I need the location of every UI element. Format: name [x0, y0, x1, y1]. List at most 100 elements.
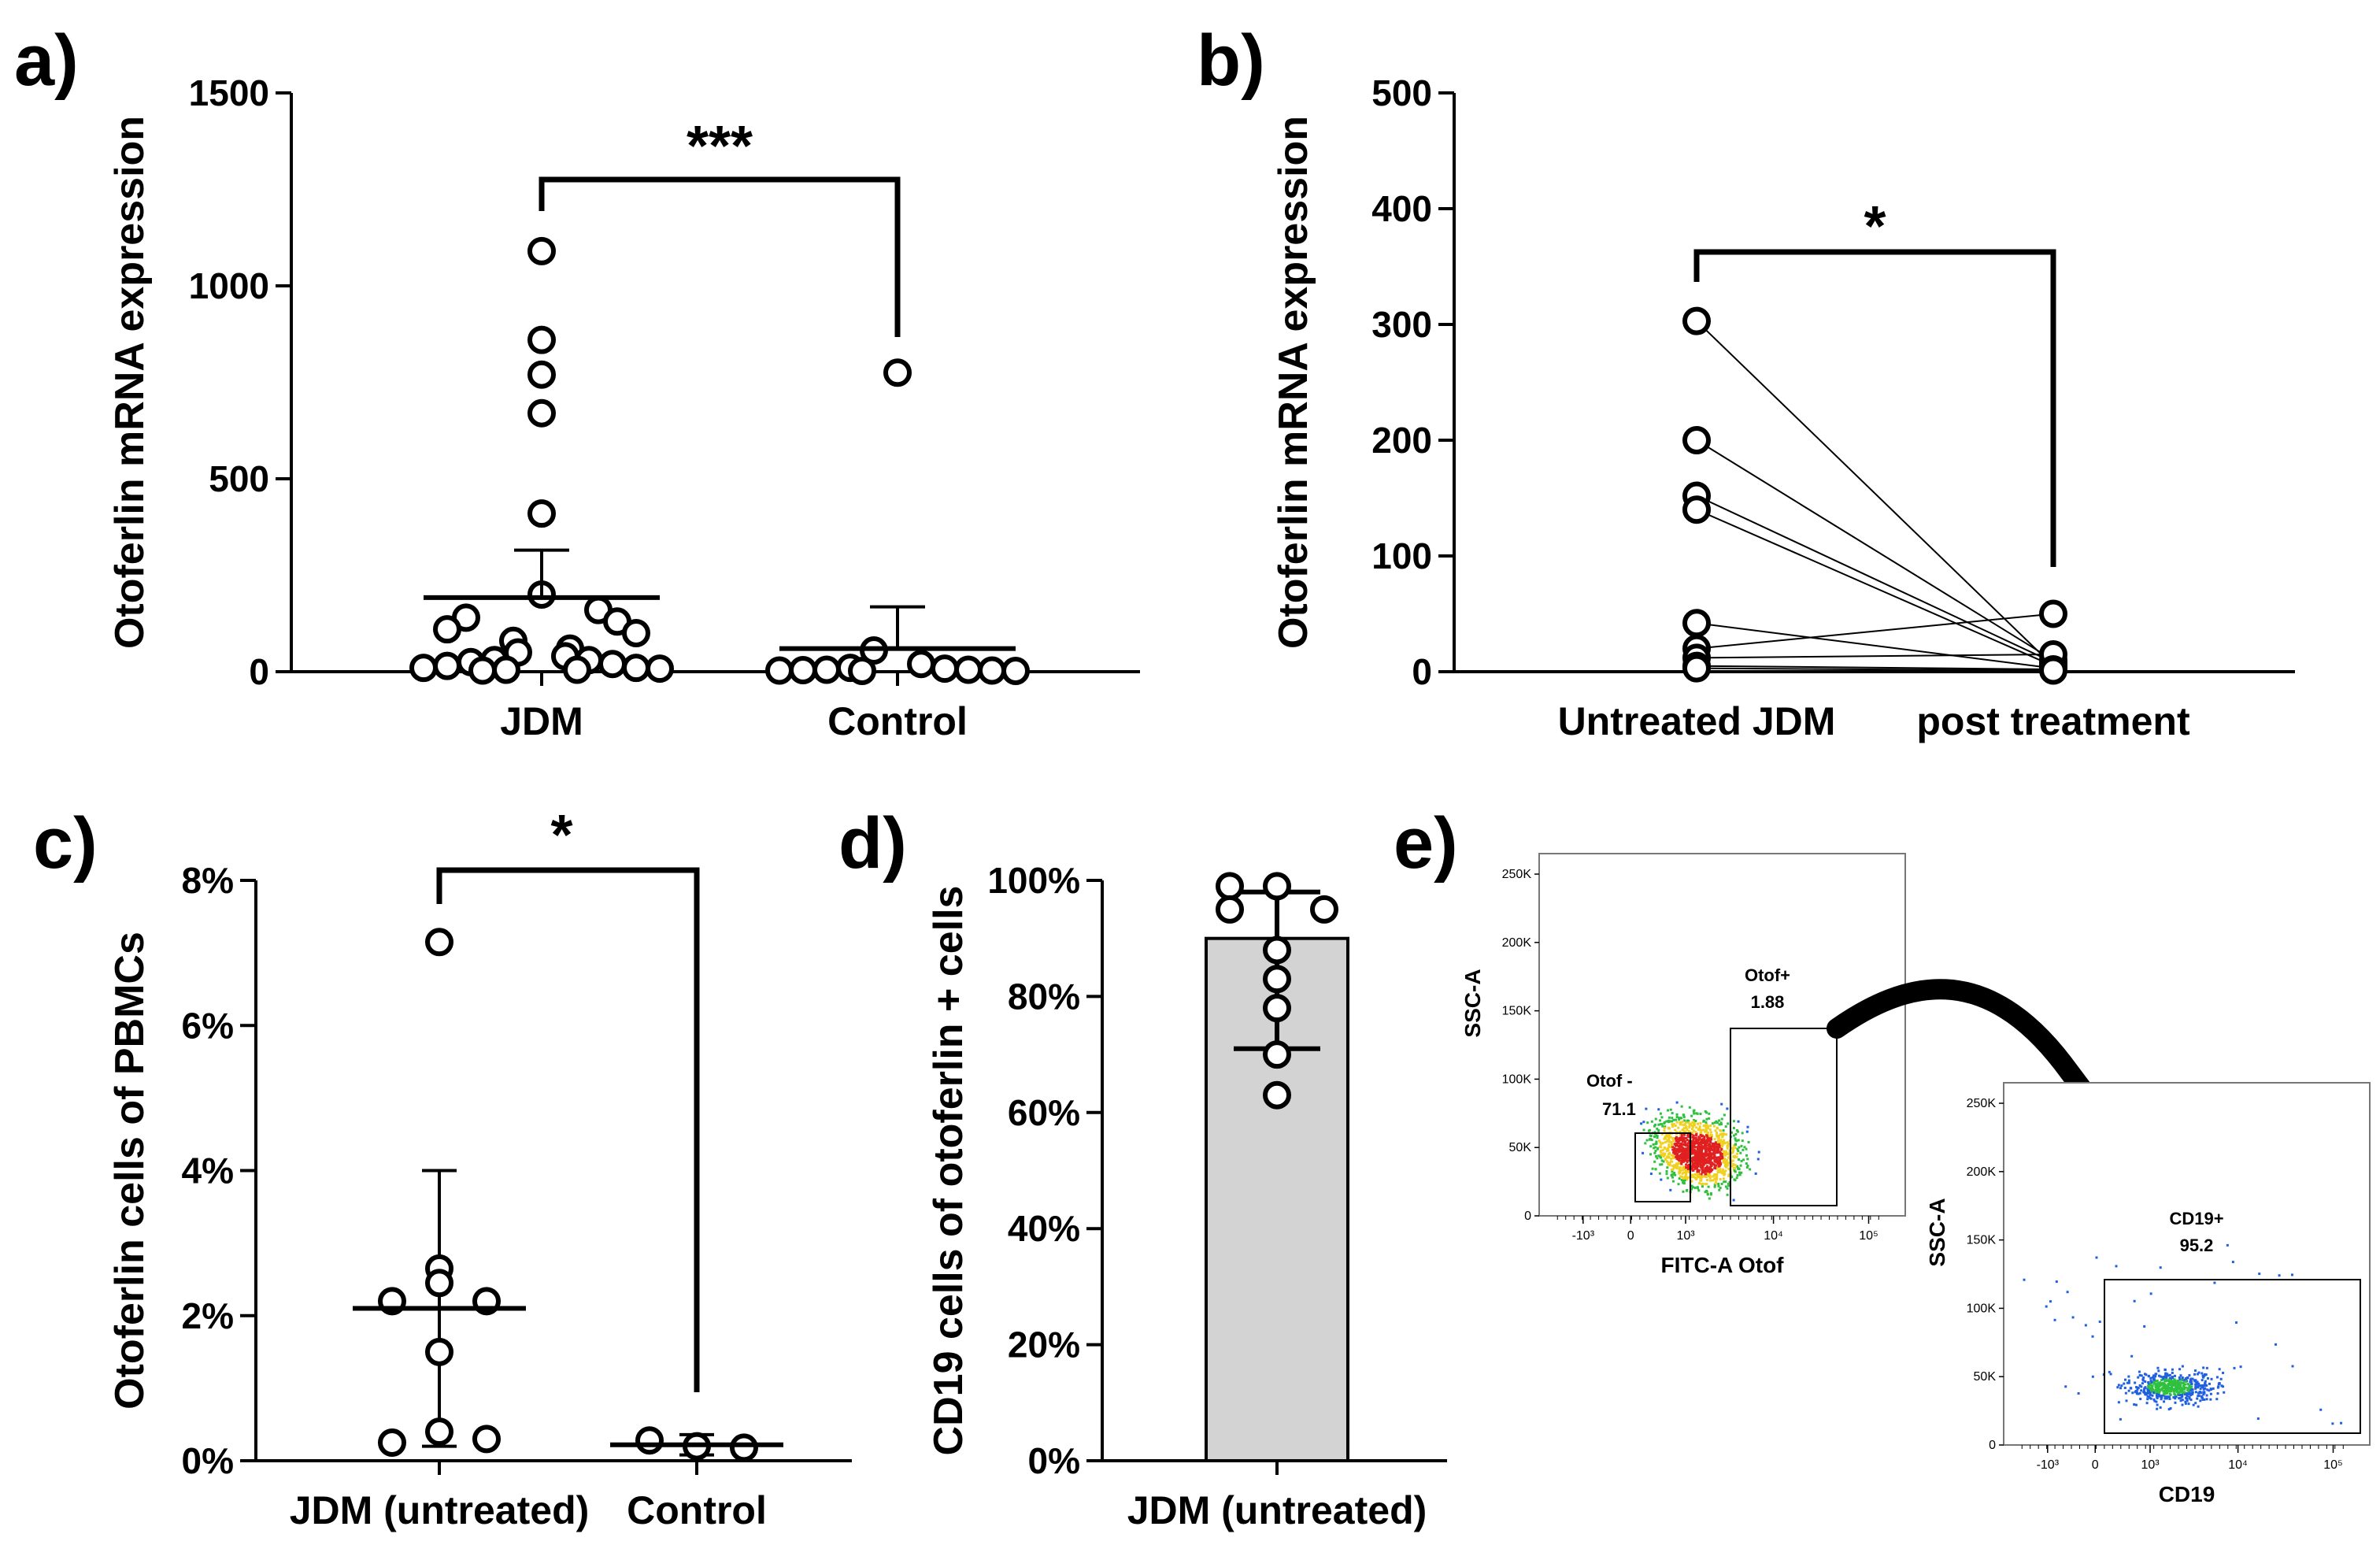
- flow-event: [1715, 1142, 1718, 1145]
- flow-event: [2258, 1273, 2261, 1276]
- flow-event: [1711, 1168, 1714, 1171]
- flow-event: [1675, 1121, 1679, 1124]
- flow-event: [1708, 1149, 1712, 1152]
- flow-event: [1667, 1126, 1671, 1129]
- flow-event: [2192, 1403, 2195, 1406]
- flow-event: [2178, 1376, 2181, 1380]
- flow-event: [1719, 1187, 1722, 1190]
- flow-event: [2233, 1366, 2236, 1369]
- flow-event: [2186, 1393, 2189, 1396]
- flow-event: [2203, 1384, 2206, 1388]
- flow-event: [1712, 1156, 1716, 1159]
- x-category-label: Control: [827, 699, 968, 743]
- flow-event: [1738, 1168, 1741, 1171]
- flow-event: [1690, 1114, 1693, 1117]
- flow-event: [1667, 1153, 1670, 1156]
- flow-event: [1663, 1121, 1666, 1124]
- flow-event: [1682, 1136, 1686, 1139]
- flow-event: [1734, 1143, 1738, 1146]
- flow-event: [1657, 1108, 1660, 1111]
- flow-event: [2149, 1379, 2152, 1382]
- flow-event: [2148, 1390, 2151, 1393]
- flow-event: [1717, 1162, 1720, 1165]
- flow-event: [1693, 1167, 1697, 1170]
- flow-event: [2117, 1384, 2120, 1387]
- flow-event: [1713, 1173, 1716, 1176]
- flow-event: [1654, 1117, 1657, 1121]
- flow-event: [1716, 1126, 1719, 1129]
- data-point: [472, 1425, 501, 1454]
- flow-event: [1686, 1135, 1690, 1138]
- flow-event: [2125, 1399, 2128, 1402]
- flow-event: [2203, 1391, 2206, 1395]
- flow-event: [1701, 1155, 1704, 1158]
- gate-cd19-positive: [2104, 1279, 2361, 1434]
- data-point-untreated: [1682, 306, 1711, 335]
- flow-event: [2124, 1378, 2127, 1381]
- flow-event: [2189, 1389, 2193, 1392]
- flow-event: [1704, 1161, 1707, 1164]
- flow-event: [1672, 1118, 1675, 1121]
- flow-event: [1712, 1153, 1716, 1156]
- flow-event: [2168, 1380, 2171, 1384]
- flow-event: [1737, 1120, 1740, 1123]
- pair-line: [1696, 509, 2054, 667]
- flow-event: [2143, 1325, 2146, 1328]
- flow-event: [2162, 1394, 2165, 1397]
- flow-event: [2178, 1381, 2182, 1384]
- flow-event: [1693, 1161, 1697, 1164]
- flow-event: [1660, 1153, 1663, 1156]
- flow-event: [1701, 1185, 1704, 1188]
- flow-event: [1682, 1165, 1686, 1169]
- flow-event: [2189, 1394, 2193, 1397]
- flow-event: [1711, 1148, 1714, 1151]
- flow-event: [2167, 1387, 2171, 1390]
- flow-event: [2187, 1402, 2190, 1406]
- pair-line: [1696, 439, 2054, 661]
- gate-otof-negative: [1634, 1132, 1691, 1202]
- flow-event: [1693, 1121, 1696, 1124]
- flow-event: [1665, 1133, 1668, 1136]
- flow-event: [1691, 1142, 1694, 1145]
- flow-event: [1688, 1164, 1691, 1167]
- flow-event: [1667, 1136, 1671, 1139]
- flow-event: [2182, 1384, 2185, 1388]
- flow-event: [2179, 1374, 2182, 1377]
- data-point: [527, 499, 556, 528]
- flow-event: [2186, 1399, 2189, 1402]
- flow-event: [1708, 1143, 1711, 1146]
- flow-event: [1685, 1144, 1688, 1147]
- flow-event: [2066, 1291, 2069, 1294]
- flow-event: [2140, 1385, 2143, 1388]
- flow-event: [2142, 1379, 2145, 1382]
- flow-event: [1701, 1182, 1704, 1185]
- flow-event: [2197, 1405, 2200, 1408]
- flow-event: [2151, 1390, 2154, 1393]
- flow-event: [2188, 1397, 2191, 1400]
- flow-event: [2181, 1403, 2184, 1406]
- flow-event: [1711, 1122, 1714, 1125]
- flow-event: [1722, 1177, 1725, 1180]
- flow-event: [2183, 1391, 2186, 1394]
- flow-event: [1679, 1136, 1682, 1139]
- flow-event: [1713, 1121, 1716, 1124]
- flow-event: [1686, 1139, 1689, 1142]
- flow-event: [2189, 1380, 2192, 1384]
- flow-event: [1658, 1172, 1661, 1175]
- y-axis-label: CD19 cells of otoferlin + cells: [926, 886, 972, 1456]
- flow-event: [2191, 1377, 2194, 1380]
- flow-event: [1645, 1107, 1648, 1110]
- flow-event: [2275, 1343, 2278, 1346]
- flow-event: [2176, 1388, 2179, 1391]
- panel-e-label: e): [1394, 803, 1458, 884]
- flow-event: [1700, 1142, 1703, 1145]
- flow-event: [1688, 1106, 1691, 1109]
- flow-event: [1679, 1121, 1682, 1124]
- y-tick-label: 400: [1371, 188, 1432, 229]
- flow-event: [1715, 1160, 1718, 1163]
- flow-event: [1694, 1131, 1697, 1134]
- flow-event: [2115, 1265, 2118, 1268]
- flow-event: [1696, 1186, 1699, 1189]
- flow-event: [2193, 1369, 2197, 1373]
- flow-event: [2212, 1387, 2215, 1390]
